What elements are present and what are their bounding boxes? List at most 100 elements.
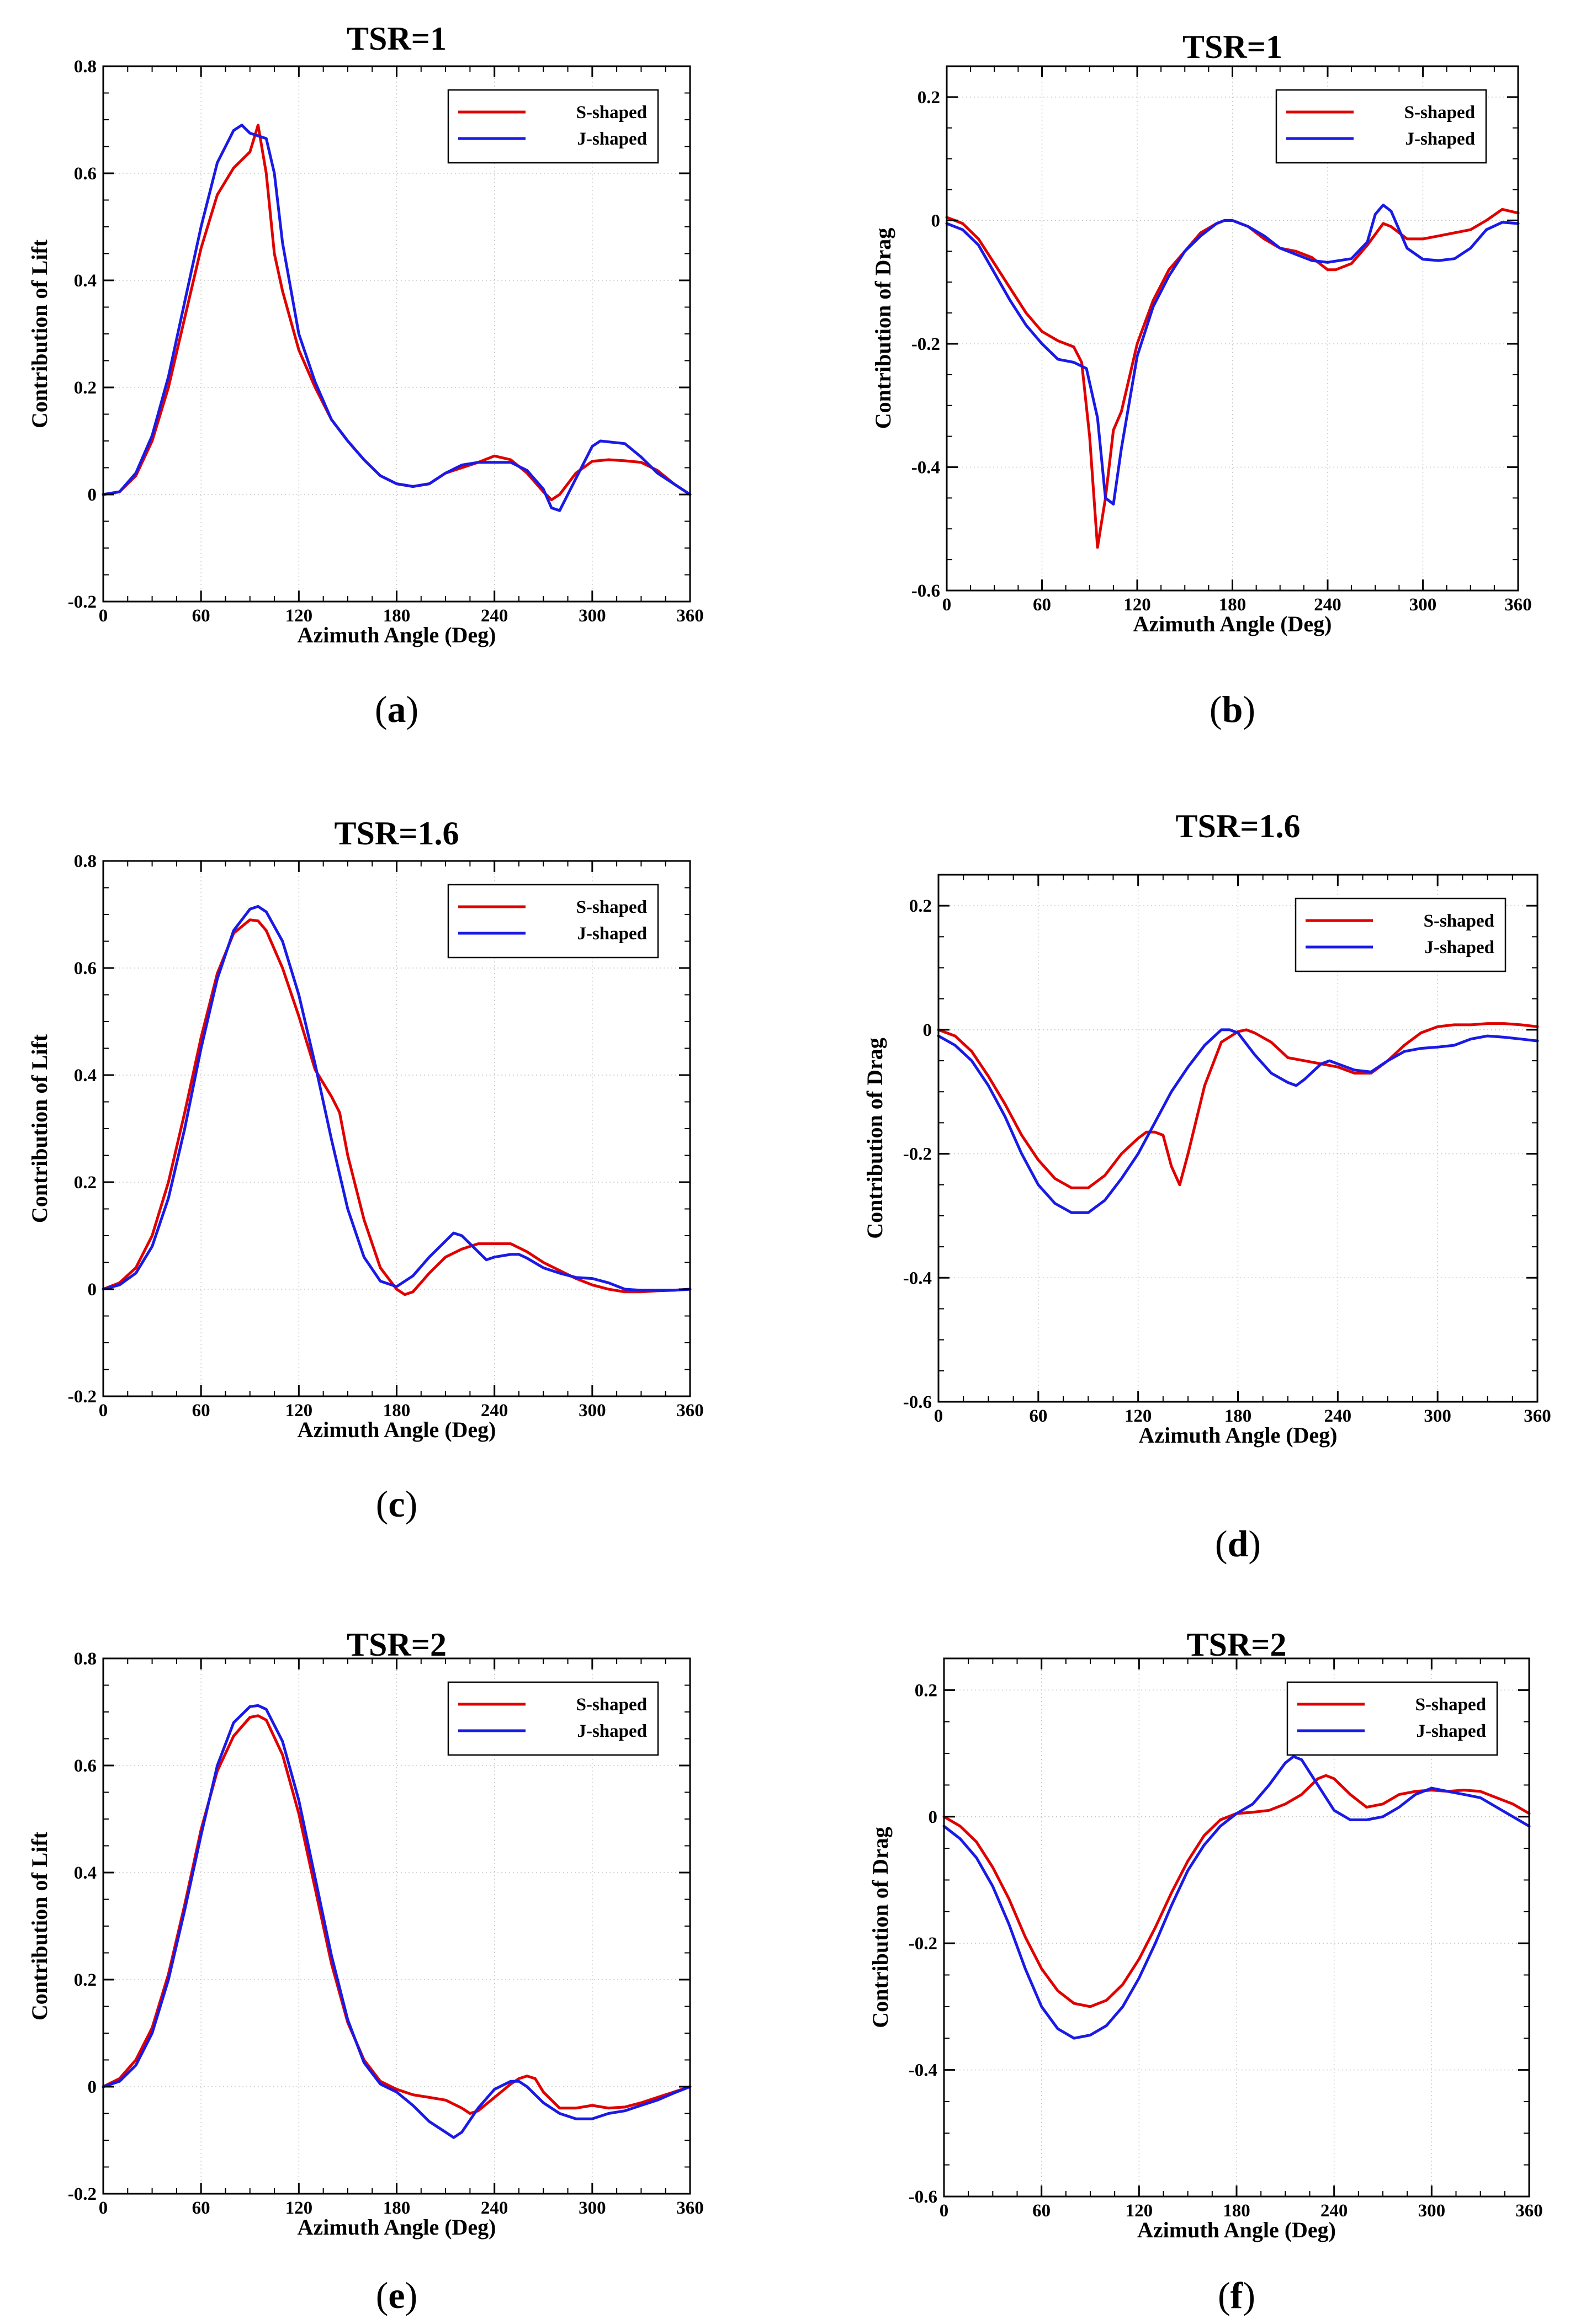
panel-label-letter: d [1228,1523,1249,1565]
y-tick-label: 0.6 [74,164,97,184]
panel-label-letter: a [388,688,406,730]
y-tick-label: 0 [923,1020,932,1040]
series-line-j-shaped [937,1028,1539,1214]
legend-label: J-shaped [577,924,647,944]
series-line-s-shaped [102,918,692,1296]
panel-label: (e) [376,2274,418,2316]
y-tick-label: 0.2 [915,1680,937,1700]
series-line-j-shaped [945,204,1520,506]
y-tick-label: 0.8 [74,852,97,871]
legend [447,1681,659,1756]
x-tick-label: 180 [1223,2201,1250,2221]
y-axis-label: Contribution of Lift [27,1034,52,1223]
y-tick-label: 0.6 [74,959,97,978]
series-line-j-shaped [102,124,692,512]
y-tick-label: -0.4 [911,458,940,477]
panel-label-close: ) [406,688,419,730]
series-line-s-shaped [937,1022,1539,1189]
x-axis-label: Azimuth Angle (Deg) [1137,2217,1336,2242]
legend-label: J-shaped [1424,938,1494,958]
x-tick-label: 360 [676,606,704,626]
panel-e: 0 60 120 180 240 300 360-0.200.20.40.60.8 TSR=2… [27,1626,704,2316]
chart-title: TSR=1 [1182,29,1282,65]
x-tick-label: 0 [942,595,952,615]
x-tick-label: 120 [285,2198,313,2218]
y-tick-label: -0.2 [911,334,940,354]
y-tick-label: -0.4 [903,1268,932,1288]
panel-label-open: ( [376,1483,389,1525]
x-tick-label: 300 [579,606,606,626]
legend [447,89,659,164]
legend-label: S-shaped [1424,911,1494,931]
chart-title: TSR=2 [1187,1626,1287,1663]
y-axis-label: Contribution of Lift [27,239,52,428]
x-tick-label: 180 [383,1401,411,1421]
legend [1295,897,1507,972]
series-line-j-shaped [102,1704,692,2139]
x-axis-label: Azimuth Angle (Deg) [298,623,496,647]
panel-label-close: ) [1243,688,1255,730]
x-tick-label: 60 [1032,2201,1051,2221]
y-tick-label: 0.2 [909,896,932,916]
legend [447,884,659,959]
y-tick-label: 0.2 [74,1173,97,1193]
chart-title: TSR=1.6 [335,815,459,852]
y-axis-label: Contribution of Lift [27,1831,52,2020]
x-tick-label: 60 [192,1401,210,1421]
y-tick-label: 0 [931,211,941,231]
chart-title: TSR=1 [347,20,447,57]
legend-label: S-shaped [1404,103,1475,123]
y-tick-label: 0.8 [74,57,97,77]
panel-label-close: ) [405,2274,418,2316]
legend-label: S-shaped [576,897,647,917]
panel-label-open: ( [1210,688,1222,730]
x-tick-label: 120 [285,606,313,626]
series-line-j-shaped [102,905,692,1292]
panel-label-close: ) [1243,2274,1255,2316]
x-tick-label: 60 [192,606,210,626]
y-axis-label: Contribution of Drag [862,1038,887,1238]
x-tick-label: 120 [1126,2201,1153,2221]
panel-label: (d) [1215,1523,1261,1565]
chart-title: TSR=2 [347,1626,447,1663]
y-tick-label: -0.4 [909,2061,937,2081]
x-tick-label: 240 [1324,1406,1352,1426]
legend-label: S-shaped [576,103,647,123]
x-tick-label: 360 [1504,595,1532,615]
x-tick-label: 360 [676,2198,704,2218]
x-tick-label: 300 [1409,595,1437,615]
y-tick-label: 0.4 [74,1066,97,1086]
panel-label: (f) [1218,2274,1255,2316]
y-tick-label: -0.6 [909,2187,937,2207]
y-tick-label: 0.8 [74,1649,97,1669]
x-tick-label: 0 [934,1406,943,1426]
x-tick-label: 360 [1524,1406,1551,1426]
legend-label: J-shaped [1405,129,1475,149]
x-axis-label: Azimuth Angle (Deg) [298,1417,496,1442]
panel-label-letter: b [1222,688,1243,730]
panel-f: 0 60 120 180 240 300 360 -0.6 -0.4 -0.2 0 0.2 TSR=2 A… [868,1626,1543,2316]
x-tick-label: 0 [940,2201,949,2221]
x-tick-label: 240 [1314,595,1341,615]
x-tick-label: 300 [1418,2201,1446,2221]
x-tick-label: 360 [1515,2201,1543,2221]
y-tick-label: 0.2 [74,1970,97,1990]
panel-label: (c) [376,1483,418,1525]
panel-b: 0 60 120 180 240 300 360 -0.6 -0.4 -0.2 0 0.2 TSR=1 A… [871,29,1532,730]
y-tick-label: -0.2 [68,2184,97,2204]
y-tick-label: 0.2 [917,88,940,108]
y-tick-label: -0.2 [909,1934,937,1954]
legend-label: J-shaped [577,1721,647,1741]
legend-label: J-shaped [577,129,647,149]
x-tick-label: 0 [99,2198,108,2218]
x-tick-label: 240 [481,1401,508,1421]
x-tick-label: 240 [481,606,508,626]
legend [1286,1681,1498,1756]
x-tick-label: 360 [676,1401,704,1421]
y-tick-label: 0.4 [74,271,97,291]
y-tick-label: 0 [88,1280,97,1300]
y-tick-label: -0.2 [903,1145,932,1164]
panel-label-open: ( [376,2274,389,2316]
legend [1275,89,1487,164]
panel-a: 0 60 120 180 240 300 360-0.200.20.40.60.8TSR=1… [27,20,704,730]
